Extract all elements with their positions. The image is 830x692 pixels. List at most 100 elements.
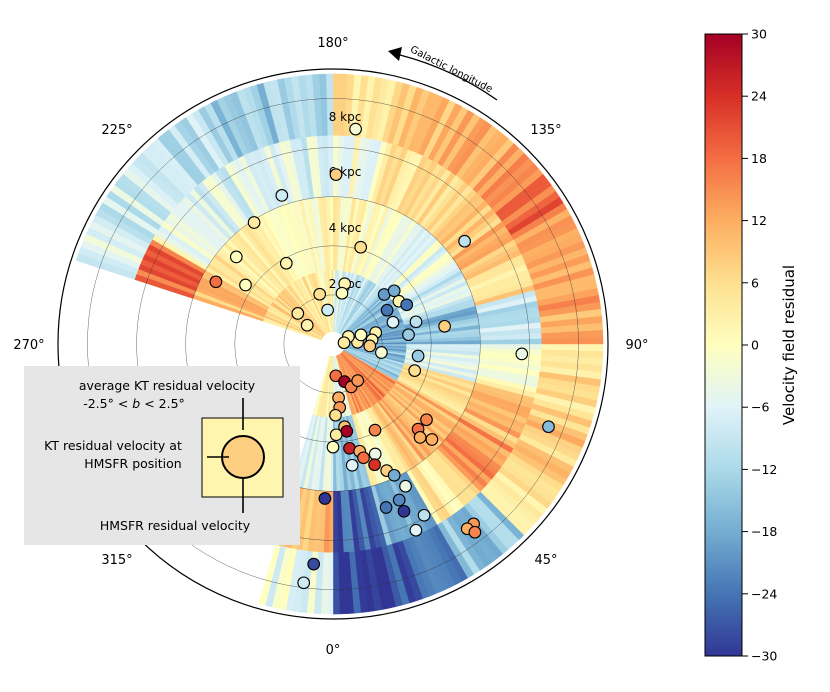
hmsfr-point bbox=[357, 451, 370, 465]
angle-label-270: 270° bbox=[13, 338, 44, 353]
hmsfr-point bbox=[413, 431, 427, 444]
hmsfr-point bbox=[297, 576, 311, 590]
hmsfr-point bbox=[329, 369, 343, 383]
hmsfr-point bbox=[386, 315, 400, 329]
hmsfr-point bbox=[307, 557, 321, 571]
colorbar-tick-label: −18 bbox=[751, 524, 777, 539]
angle-label-0: 0° bbox=[326, 643, 341, 658]
angle-label-45: 45° bbox=[534, 553, 557, 568]
hmsfr-point bbox=[313, 287, 327, 301]
hmsfr-point bbox=[409, 315, 423, 329]
hmsfr-point bbox=[387, 468, 401, 482]
grid-circle-10kpc bbox=[87, 98, 579, 590]
hmsfr-point bbox=[425, 433, 439, 446]
legend-kt-label-line2: HMSFR position bbox=[84, 456, 181, 471]
hmsfr-point bbox=[363, 339, 377, 353]
colorbar-tick-label: −24 bbox=[751, 586, 777, 601]
hmsfr-point bbox=[458, 234, 471, 248]
angle-label-315: 315° bbox=[101, 553, 132, 568]
angle-label-135: 135° bbox=[530, 123, 561, 138]
legend-box: average KT residual velocity -2.5° < b <… bbox=[24, 366, 300, 545]
hmsfr-point bbox=[397, 504, 411, 518]
colorbar-label: Velocity field residual bbox=[780, 265, 798, 425]
hmsfr-point bbox=[337, 336, 351, 350]
hmsfr-point bbox=[329, 428, 343, 442]
colorbar-tick-label: 18 bbox=[751, 151, 767, 166]
hmsfr-point bbox=[368, 458, 381, 472]
grid-circle-2kpc bbox=[283, 294, 383, 394]
hmsfr-point bbox=[380, 303, 394, 317]
hmsfr-point bbox=[300, 318, 314, 332]
colorbar: 30 24 18 12 6 0 −6 −12 −18 −24 −30 Velocity field … bbox=[704, 27, 798, 664]
hmsfr-point bbox=[542, 420, 555, 434]
angle-label-225: 225° bbox=[101, 123, 132, 138]
radial-tick-8kpc: 8 kpc bbox=[329, 110, 362, 124]
hmsfr-point bbox=[411, 349, 425, 363]
hmsfr-point bbox=[368, 447, 382, 461]
colorbar-gradient bbox=[704, 33, 743, 657]
colorbar-tick-label: 0 bbox=[751, 338, 759, 353]
hmsfr-point bbox=[326, 440, 340, 454]
colorbar-tick-label: 24 bbox=[751, 89, 767, 104]
hmsfr-point bbox=[402, 328, 415, 342]
hmsfr-point bbox=[291, 307, 305, 320]
hmsfr-point bbox=[329, 408, 342, 422]
hmsfr-point bbox=[408, 364, 422, 377]
hmsfr-point bbox=[351, 374, 365, 387]
hmsfr-point bbox=[349, 122, 362, 136]
hmsfr-point bbox=[379, 501, 393, 514]
galactic-longitude-label: Galactic longitude bbox=[408, 44, 494, 95]
legend-avg-range-pre: -2.5° < bbox=[83, 396, 132, 411]
hmsfr-point bbox=[318, 492, 332, 505]
hmsfr-point bbox=[209, 275, 223, 289]
field-cell-s16-r3 bbox=[75, 253, 137, 280]
hmsfr-point bbox=[417, 508, 431, 522]
hmsfr-point bbox=[340, 424, 354, 438]
legend-avg-range-post: < 2.5° bbox=[140, 396, 185, 411]
legend-hmsfr-label: HMSFR residual velocity bbox=[100, 518, 251, 533]
hmsfr-point bbox=[468, 525, 482, 539]
colorbar-tick-label: −6 bbox=[751, 400, 769, 415]
hmsfr-point bbox=[420, 413, 433, 427]
legend-kt-label-line1: KT residual velocity at bbox=[44, 438, 182, 453]
outer-boundary-circle bbox=[57, 68, 609, 620]
angle-label-180: 180° bbox=[317, 36, 348, 51]
colorbar-tick-label: 30 bbox=[751, 27, 767, 42]
hmsfr-point bbox=[354, 328, 368, 342]
hmsfr-point bbox=[321, 303, 334, 317]
hmsfr-point bbox=[438, 319, 451, 333]
colorbar-tick-label: 12 bbox=[751, 213, 767, 228]
hmsfr-point bbox=[345, 458, 359, 472]
colorbar-tick-label: −12 bbox=[751, 462, 777, 477]
hmsfr-point bbox=[400, 298, 414, 312]
hmsfr-point bbox=[329, 168, 343, 181]
hmsfr-point bbox=[354, 240, 368, 254]
hmsfr-point bbox=[239, 278, 252, 292]
legend-avg-label-line2: -2.5° < b < 2.5° bbox=[83, 396, 185, 411]
hmsfr-point bbox=[229, 250, 243, 264]
angle-labels: 180° 135° 225° 90° 270° 45° 315° 0° bbox=[13, 36, 648, 658]
hmsfr-point bbox=[375, 346, 388, 359]
colorbar-ticks: 30 24 18 12 6 0 −6 −12 −18 −24 −30 bbox=[742, 27, 777, 664]
angle-label-90: 90° bbox=[625, 338, 648, 353]
legend-avg-range-var: b bbox=[132, 396, 140, 411]
hmsfr-point bbox=[247, 216, 261, 229]
hmsfr-point bbox=[279, 256, 293, 270]
hmsfr-point bbox=[275, 189, 289, 202]
hmsfr-point bbox=[392, 493, 406, 507]
grid-circle-6kpc bbox=[185, 196, 481, 492]
legend-avg-label-line1: average KT residual velocity bbox=[79, 378, 256, 393]
colorbar-tick-label: 6 bbox=[751, 275, 759, 290]
grid-circle-8kpc bbox=[136, 147, 530, 541]
hmsfr-point bbox=[387, 284, 401, 298]
hmsfr-point bbox=[335, 286, 349, 300]
hmsfr-point bbox=[515, 347, 529, 361]
hmsfr-point bbox=[399, 479, 412, 493]
hmsfr-points bbox=[209, 122, 555, 590]
hmsfr-point bbox=[409, 523, 423, 537]
hmsfr-point bbox=[368, 423, 382, 437]
field-cell-s17-r3 bbox=[328, 552, 334, 615]
colorbar-tick-label: −30 bbox=[751, 649, 777, 664]
radial-tick-4kpc: 4 kpc bbox=[329, 221, 362, 235]
